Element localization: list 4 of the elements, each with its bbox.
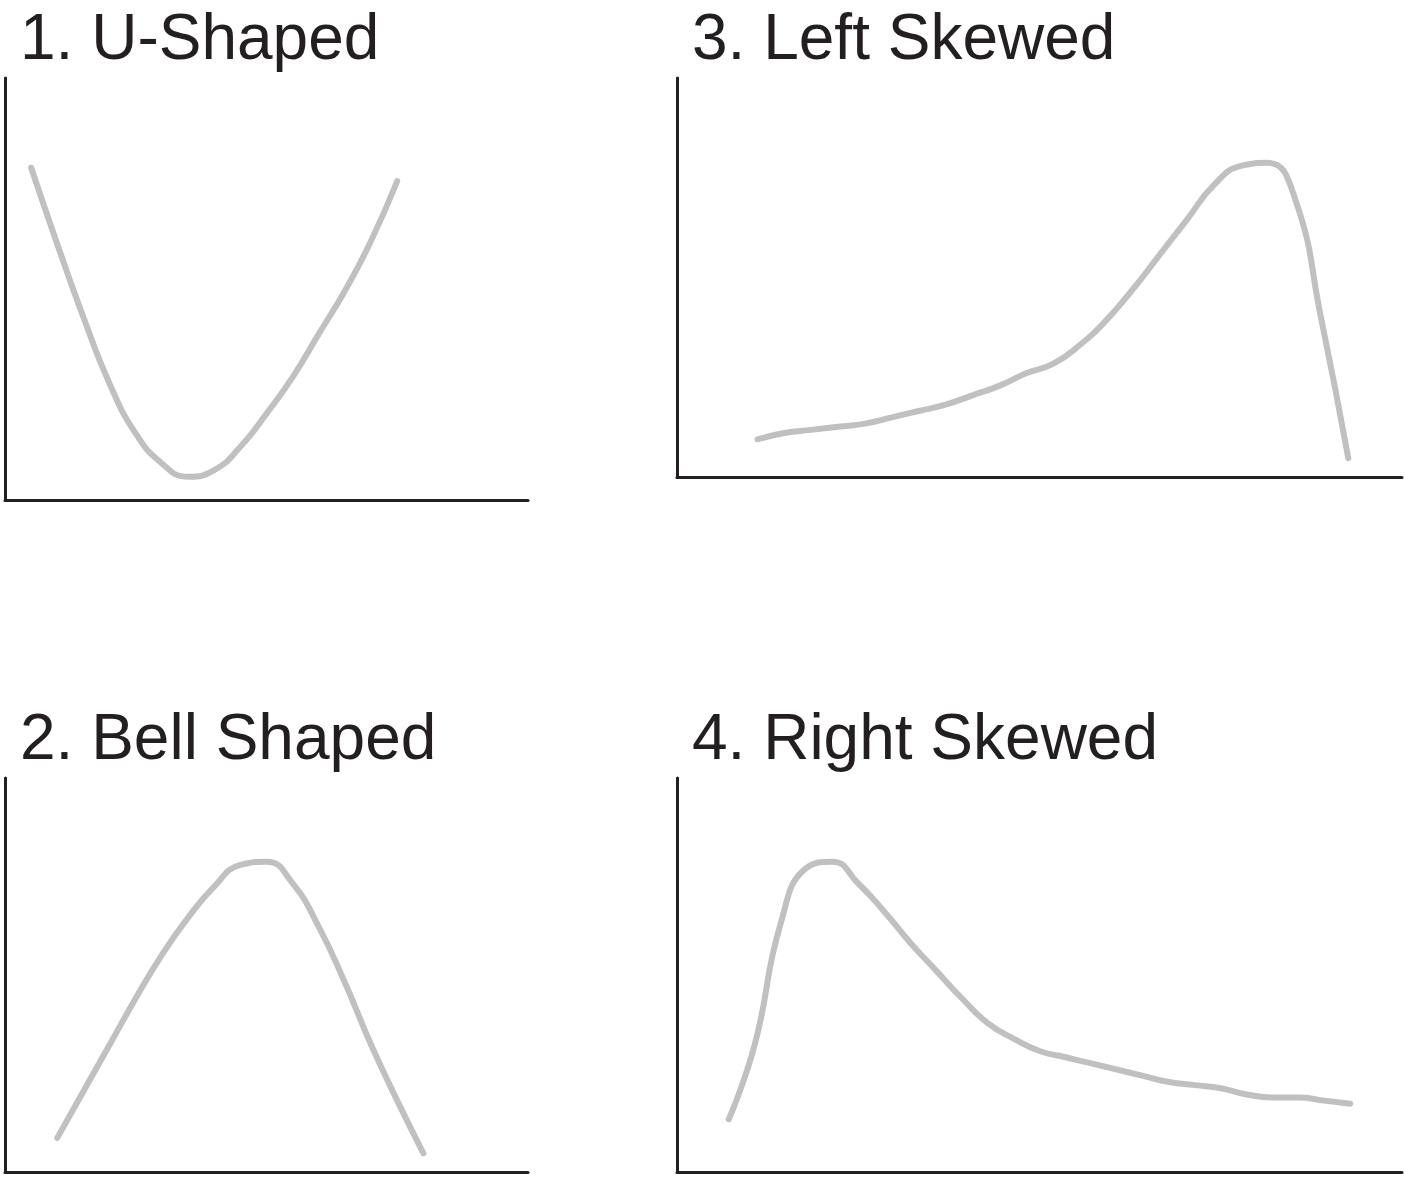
chart-title: 1. U-Shaped [20, 1, 380, 73]
chart-title: 4. Right Skewed [692, 701, 1159, 773]
chart-title: 2. Bell Shaped [20, 701, 437, 773]
chart-title: 3. Left Skewed [692, 1, 1116, 73]
